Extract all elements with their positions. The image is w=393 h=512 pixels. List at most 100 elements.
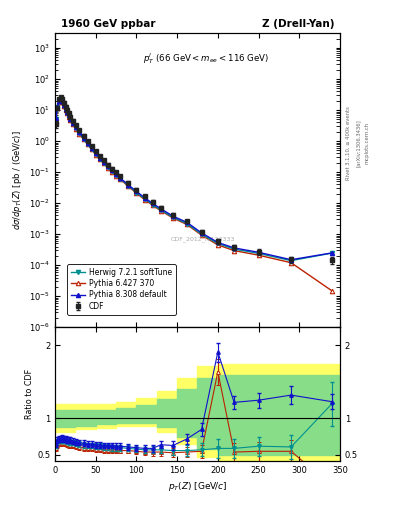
Herwig 7.2.1 softTune — [171, 214, 175, 220]
Pythia 8.308 default — [215, 240, 220, 246]
Pythia 6.427 370 — [97, 156, 102, 162]
Pythia 8.308 default — [85, 140, 90, 146]
Pythia 8.308 default — [66, 113, 71, 119]
Pythia 8.308 default — [81, 135, 86, 141]
Text: CDF_2012_I1124333: CDF_2012_I1124333 — [171, 236, 235, 242]
Pythia 8.308 default — [62, 102, 66, 108]
Herwig 7.2.1 softTune — [60, 99, 65, 105]
Pythia 6.427 370 — [81, 136, 86, 142]
Pythia 6.427 370 — [289, 260, 294, 266]
Herwig 7.2.1 softTune — [68, 116, 73, 122]
Text: Z (Drell-Yan): Z (Drell-Yan) — [262, 19, 334, 29]
Herwig 7.2.1 softTune — [97, 156, 102, 162]
Pythia 6.427 370 — [106, 165, 110, 171]
Pythia 8.308 default — [114, 171, 118, 177]
Pythia 6.427 370 — [329, 288, 334, 294]
Herwig 7.2.1 softTune — [289, 258, 294, 264]
Pythia 6.427 370 — [71, 121, 75, 127]
Herwig 7.2.1 softTune — [142, 196, 147, 202]
Pythia 8.308 default — [97, 155, 102, 161]
Pythia 8.308 default — [89, 145, 94, 152]
Pythia 8.308 default — [53, 115, 58, 121]
Text: [arXiv:1306.3436]: [arXiv:1306.3436] — [356, 119, 361, 167]
Herwig 7.2.1 softTune — [158, 207, 163, 213]
Pythia 8.308 default — [77, 130, 82, 136]
Pythia 6.427 370 — [118, 176, 123, 182]
Text: Rivet 3.1.10, ≥ 400k events: Rivet 3.1.10, ≥ 400k events — [346, 106, 351, 180]
Herwig 7.2.1 softTune — [94, 151, 98, 157]
Pythia 8.308 default — [68, 116, 73, 122]
Pythia 8.308 default — [199, 230, 204, 236]
Herwig 7.2.1 softTune — [134, 189, 139, 196]
Pythia 8.308 default — [151, 200, 155, 206]
Pythia 6.427 370 — [68, 117, 73, 123]
Pythia 6.427 370 — [66, 114, 71, 120]
Herwig 7.2.1 softTune — [329, 250, 334, 256]
Pythia 6.427 370 — [62, 103, 66, 109]
Y-axis label: Ratio to CDF: Ratio to CDF — [25, 369, 34, 419]
Pythia 6.427 370 — [74, 126, 79, 132]
Herwig 7.2.1 softTune — [63, 106, 68, 113]
Pythia 8.308 default — [126, 182, 130, 188]
Herwig 7.2.1 softTune — [114, 172, 118, 178]
Herwig 7.2.1 softTune — [185, 221, 189, 227]
Line: Pythia 8.308 default: Pythia 8.308 default — [54, 97, 334, 262]
Pythia 6.427 370 — [101, 160, 106, 166]
Pythia 6.427 370 — [77, 131, 82, 137]
Herwig 7.2.1 softTune — [59, 97, 63, 103]
Pythia 6.427 370 — [114, 173, 118, 179]
Text: mcplots.cern.ch: mcplots.cern.ch — [365, 122, 370, 164]
Y-axis label: $d\sigma/dp_T(Z)\ [\mathrm{pb}\ /\ (\mathrm{GeV}\!/c)]$: $d\sigma/dp_T(Z)\ [\mathrm{pb}\ /\ (\mat… — [11, 131, 24, 230]
Herwig 7.2.1 softTune — [110, 168, 114, 174]
Pythia 6.427 370 — [151, 202, 155, 208]
Herwig 7.2.1 softTune — [55, 104, 60, 110]
Pythia 8.308 default — [94, 150, 98, 156]
Herwig 7.2.1 softTune — [53, 116, 58, 122]
Herwig 7.2.1 softTune — [256, 250, 261, 257]
Pythia 8.308 default — [63, 106, 68, 112]
Pythia 6.427 370 — [199, 232, 204, 238]
Pythia 8.308 default — [171, 213, 175, 219]
Pythia 6.427 370 — [126, 183, 130, 189]
Pythia 8.308 default — [59, 96, 63, 102]
Pythia 6.427 370 — [63, 107, 68, 113]
Herwig 7.2.1 softTune — [199, 231, 204, 237]
Herwig 7.2.1 softTune — [106, 164, 110, 170]
Pythia 6.427 370 — [55, 104, 60, 111]
Herwig 7.2.1 softTune — [57, 98, 61, 104]
Herwig 7.2.1 softTune — [65, 110, 70, 116]
Pythia 8.308 default — [101, 159, 106, 165]
Pythia 6.427 370 — [158, 208, 163, 214]
Pythia 6.427 370 — [89, 146, 94, 153]
Pythia 6.427 370 — [215, 242, 220, 248]
Pythia 8.308 default — [118, 175, 123, 181]
Pythia 8.308 default — [134, 188, 139, 195]
Pythia 6.427 370 — [110, 169, 114, 175]
Pythia 8.308 default — [185, 219, 189, 225]
Herwig 7.2.1 softTune — [81, 136, 86, 142]
Herwig 7.2.1 softTune — [77, 130, 82, 136]
Pythia 6.427 370 — [60, 99, 65, 105]
Line: Pythia 6.427 370: Pythia 6.427 370 — [53, 98, 334, 293]
Pythia 6.427 370 — [85, 141, 90, 147]
Herwig 7.2.1 softTune — [118, 176, 123, 182]
Pythia 6.427 370 — [53, 117, 58, 123]
Herwig 7.2.1 softTune — [215, 241, 220, 247]
Pythia 8.308 default — [106, 163, 110, 169]
Pythia 6.427 370 — [59, 97, 63, 103]
Pythia 8.308 default — [142, 195, 147, 201]
Pythia 6.427 370 — [185, 221, 189, 227]
Pythia 8.308 default — [110, 167, 114, 174]
Pythia 8.308 default — [57, 98, 61, 104]
Herwig 7.2.1 softTune — [74, 125, 79, 131]
Herwig 7.2.1 softTune — [232, 246, 237, 252]
Pythia 8.308 default — [232, 245, 237, 251]
Pythia 8.308 default — [289, 257, 294, 263]
Line: Herwig 7.2.1 softTune: Herwig 7.2.1 softTune — [54, 98, 334, 263]
Pythia 8.308 default — [256, 249, 261, 255]
Pythia 8.308 default — [65, 109, 70, 115]
Legend: Herwig 7.2.1 softTune, Pythia 6.427 370, Pythia 8.308 default, CDF: Herwig 7.2.1 softTune, Pythia 6.427 370,… — [67, 264, 176, 314]
Pythia 8.308 default — [74, 124, 79, 131]
Pythia 6.427 370 — [94, 152, 98, 158]
Herwig 7.2.1 softTune — [126, 182, 130, 188]
